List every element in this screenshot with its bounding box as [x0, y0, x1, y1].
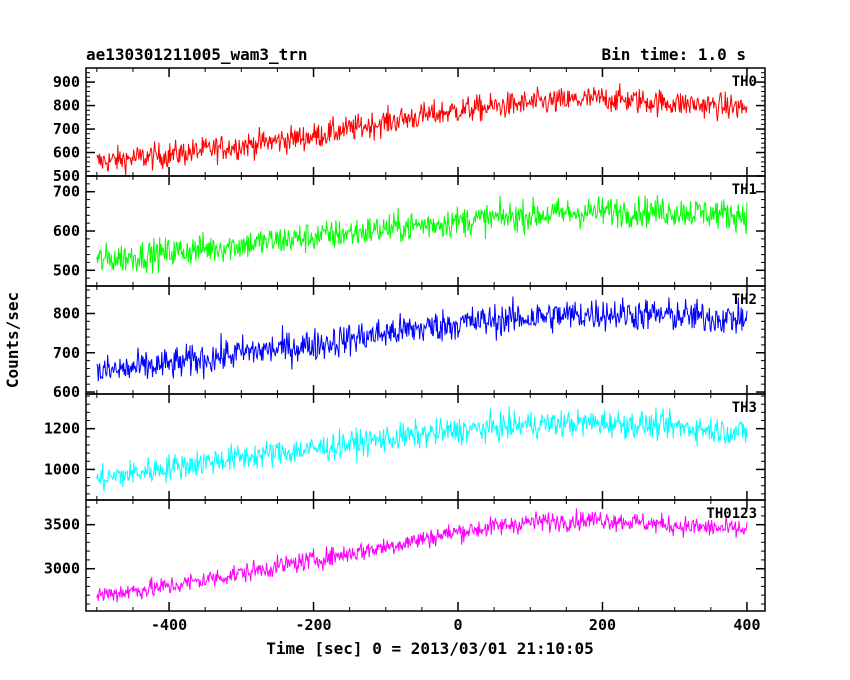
y-tick-label: 600: [53, 222, 80, 240]
y-axis-label: Counts/sec: [3, 292, 22, 388]
y-tick-label: 500: [53, 261, 80, 279]
series-th2: [96, 296, 748, 382]
series-th0123: [96, 508, 748, 603]
panel-label: TH3: [732, 400, 757, 416]
y-tick-label: 500: [53, 167, 80, 185]
x-axis-label: Time [sec] 0 = 2013/03/01 21:10:05: [266, 639, 594, 658]
panel-label: TH0: [732, 74, 757, 90]
series-th0: [96, 83, 748, 176]
series-th3: [96, 406, 748, 492]
y-tick-label: 3000: [44, 560, 80, 578]
y-tick-label: 1200: [44, 420, 80, 438]
x-axis-ticks: -400 -200 0 200 400: [151, 616, 760, 634]
panel-th0123: 3000 3500 TH0123: [44, 499, 766, 612]
y-tick-label: 1000: [44, 460, 80, 478]
x-tick-label: 400: [733, 616, 760, 634]
series-th1: [96, 195, 748, 274]
panel-label: TH1: [732, 182, 757, 198]
y-tick-label: 700: [53, 120, 80, 138]
panel-frame: [85, 499, 766, 612]
y-tick-label: 700: [53, 344, 80, 362]
x-tick-label: 0: [453, 616, 462, 634]
chart-title-left: ae130301211005_wam3_trn: [86, 45, 308, 64]
x-tick-label: -400: [151, 616, 187, 634]
panel-label: TH2: [732, 292, 757, 308]
panel-th2: 600 700 800 TH2: [53, 285, 766, 401]
chart-title-right: Bin time: 1.0 s: [602, 45, 747, 64]
x-tick-label: -200: [295, 616, 331, 634]
panel-th3: 1000 1200 TH3: [44, 393, 766, 501]
y-tick-label: 700: [53, 183, 80, 201]
y-tick-label: 800: [53, 97, 80, 115]
x-tick-label: 200: [589, 616, 616, 634]
y-tick-label: 3500: [44, 516, 80, 534]
panels-group: 500 600 700 800 900 TH0 500 600 700 TH1 600 700 800 T…: [44, 67, 766, 612]
y-tick-label: 900: [53, 73, 80, 91]
panel-label: TH0123: [706, 506, 757, 522]
y-tick-label: 800: [53, 304, 80, 322]
y-tick-label: 600: [53, 144, 80, 162]
y-tick-label: 600: [53, 383, 80, 401]
